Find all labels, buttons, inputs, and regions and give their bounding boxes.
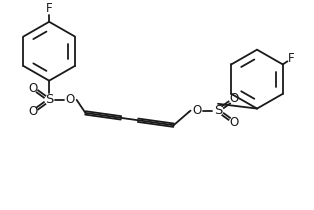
Text: O: O <box>230 116 239 129</box>
Text: O: O <box>230 92 239 105</box>
Text: O: O <box>66 93 75 106</box>
Text: S: S <box>214 104 222 117</box>
Text: S: S <box>45 93 53 106</box>
Text: F: F <box>288 52 295 65</box>
Text: F: F <box>46 2 52 15</box>
Text: O: O <box>28 82 37 95</box>
Text: O: O <box>28 105 37 118</box>
Text: O: O <box>192 104 201 117</box>
